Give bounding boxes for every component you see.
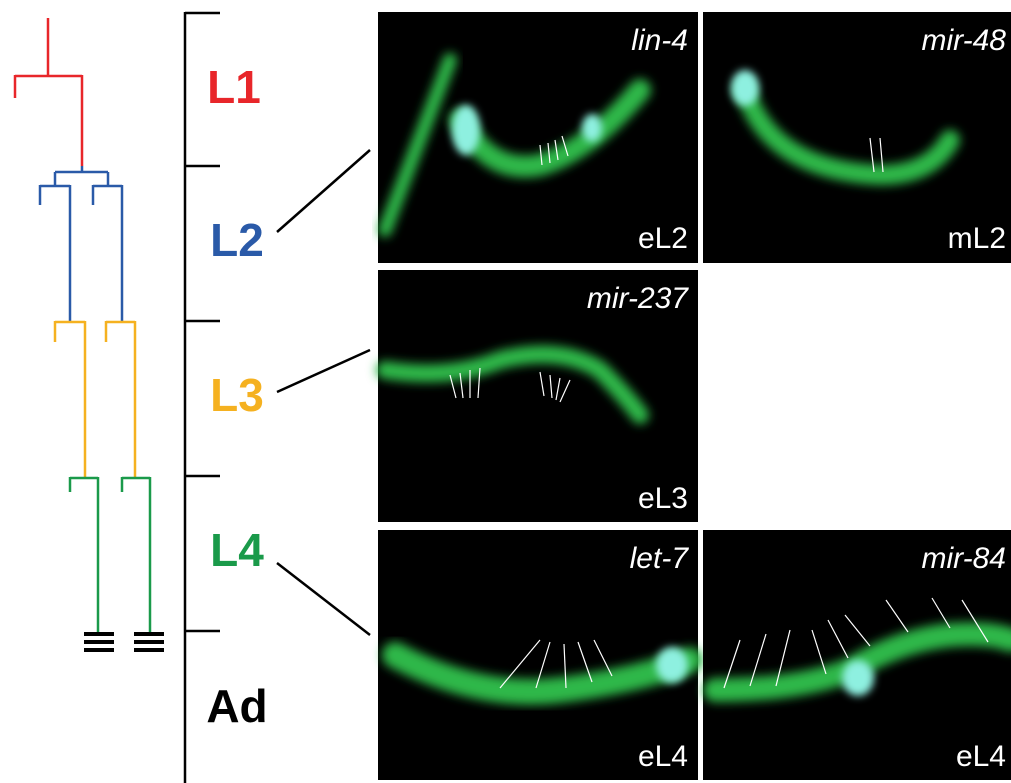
gene-label: let-7 (630, 542, 690, 575)
stage-label: Ad (206, 680, 267, 732)
stage-label: L3 (210, 369, 264, 421)
micrograph: let-7 eL4 (378, 530, 698, 780)
gene-label: mir-84 (922, 542, 1006, 575)
stage-tag: eL4 (956, 740, 1006, 773)
figure: L1 L2 L3 L4 Ad lin-4 eL2 mir-48 mL2 mir-… (0, 0, 1011, 783)
stage-label: L2 (210, 214, 264, 266)
micrograph: mir-48 mL2 (703, 12, 1011, 263)
micrograph: mir-237 eL3 (378, 270, 698, 522)
stage-tag: eL2 (638, 222, 688, 255)
stage-tag: mL2 (948, 222, 1006, 255)
micrograph: mir-84 eL4 (703, 530, 1011, 780)
micrograph: lin-4 eL2 (378, 12, 698, 263)
gene-label: mir-237 (587, 282, 689, 315)
lineage-tree (15, 18, 164, 652)
stage-tag: eL3 (638, 482, 688, 515)
stage-tag: eL4 (638, 740, 688, 773)
stage-label: L4 (210, 524, 264, 576)
gene-label: mir-48 (922, 24, 1007, 57)
stage-label: L1 (207, 61, 261, 113)
gene-label: lin-4 (631, 24, 688, 57)
